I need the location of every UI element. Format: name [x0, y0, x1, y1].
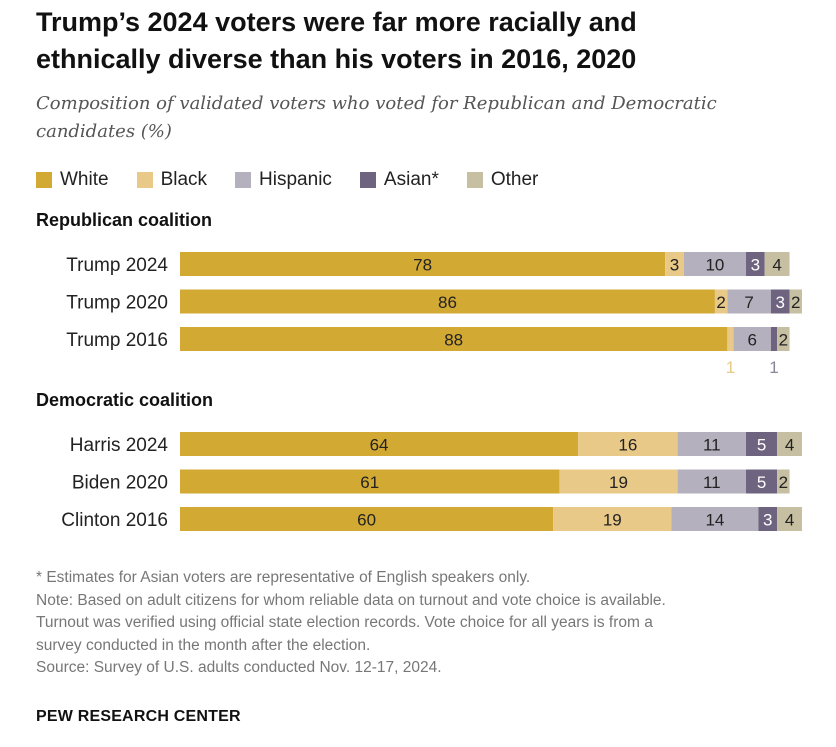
bar-segment — [677, 432, 747, 456]
subtitle-line-1: Composition of validated voters who vote… — [36, 93, 717, 114]
source-line: Source: Survey of U.S. adults conducted … — [36, 659, 442, 676]
data-label-below: 1 — [726, 358, 735, 377]
legend-label: Hispanic — [259, 169, 332, 190]
legend-swatch — [466, 172, 483, 188]
chart-subtitle: Composition of validated voters who vote… — [36, 90, 826, 146]
row-label: Trump 2020 — [66, 293, 168, 314]
legend-label: Other — [490, 169, 539, 190]
chart-legend: White Black Hispanic Asian* Other — [36, 168, 566, 192]
legend-swatch — [235, 172, 252, 188]
bar-segment — [677, 469, 747, 494]
group-heading: Republican coalition — [36, 210, 212, 230]
title-line-2: ethnically diverse than his voters in 20… — [36, 44, 637, 74]
data-label-below: 1 — [769, 358, 778, 377]
bar-segment — [180, 327, 728, 351]
data-label: 2 — [779, 331, 788, 350]
data-label: 14 — [705, 511, 724, 530]
bar-segment — [789, 289, 802, 314]
row-label: Trump 2024 — [66, 255, 168, 276]
row-label: Trump 2016 — [66, 330, 168, 351]
legend-label: White — [60, 169, 109, 190]
data-label: 10 — [705, 256, 724, 275]
note-line-3: survey conducted in the month after the … — [36, 636, 371, 654]
legend-item-3: Asian* — [359, 169, 439, 191]
bar-segment — [727, 289, 771, 314]
data-label: 4 — [772, 256, 781, 275]
subtitle-line-2: candidates (%) — [36, 121, 172, 142]
data-label: 60 — [357, 511, 376, 530]
data-label: 61 — [360, 473, 379, 492]
bar-segment — [578, 432, 678, 456]
bar-segment — [764, 252, 790, 276]
bar-segment — [180, 507, 554, 531]
legend-item-2: Hispanic — [235, 169, 332, 191]
data-label: 19 — [603, 511, 622, 530]
bar-segment — [559, 469, 678, 494]
note-line-1: Note: Based on adult citizens for whom r… — [36, 591, 666, 609]
legend-label: Asian* — [383, 169, 439, 190]
bar-segment — [180, 289, 715, 314]
bar-segment — [777, 432, 802, 456]
data-label: 3 — [763, 511, 772, 530]
data-label: 4 — [785, 511, 794, 530]
asian-footnote: * Estimates for Asian voters are represe… — [36, 569, 531, 586]
data-label: 11 — [703, 436, 721, 455]
legend-item-1: Black — [136, 169, 208, 191]
bar-segment — [553, 507, 672, 531]
legend-item-4: Other — [466, 169, 539, 191]
data-label: 3 — [775, 293, 784, 312]
data-label: 5 — [757, 473, 766, 492]
data-label: 6 — [748, 331, 757, 350]
note-line-2: Turnout was verified using official stat… — [36, 614, 653, 631]
data-label: 2 — [779, 473, 788, 492]
data-label: 4 — [785, 436, 794, 455]
footnotes: * Estimates for Asian voters are represe… — [36, 567, 828, 680]
data-label: 2 — [716, 293, 725, 312]
bar-segment — [671, 507, 759, 531]
data-label: 88 — [444, 331, 463, 350]
bar-segment — [746, 432, 778, 456]
row-label: Clinton 2016 — [61, 510, 168, 531]
bar-segment — [777, 327, 790, 351]
bar-segment — [180, 469, 560, 494]
data-label: 19 — [609, 473, 628, 492]
bar-segment — [180, 432, 579, 456]
legend-swatch — [359, 172, 376, 188]
row-label: Harris 2024 — [70, 435, 169, 456]
legend-swatch — [36, 172, 52, 188]
legend-swatch — [136, 172, 153, 188]
bar-segment — [714, 289, 728, 314]
data-label: 3 — [670, 256, 679, 275]
data-label: 5 — [757, 436, 766, 455]
bar-segment — [746, 252, 765, 276]
data-label: 3 — [751, 256, 760, 275]
bar-segment — [665, 252, 684, 276]
bar-segment — [746, 469, 778, 494]
data-label: 86 — [438, 293, 457, 312]
data-label: 2 — [791, 293, 800, 312]
legend-label: Black — [160, 169, 208, 190]
bar-segment — [770, 327, 778, 351]
bar-segment — [777, 469, 790, 494]
title-line-1: Trump’s 2024 voters were far more racial… — [36, 7, 637, 37]
data-label: 78 — [413, 256, 432, 275]
bar-segment — [770, 289, 790, 314]
bar-segment — [733, 327, 771, 351]
data-label: 64 — [370, 436, 389, 455]
bar-segment — [777, 507, 802, 531]
data-label: 16 — [618, 436, 637, 455]
data-label: 11 — [703, 473, 721, 492]
bar-segment — [727, 327, 734, 351]
bar-segment — [180, 252, 666, 276]
data-label: 7 — [744, 293, 753, 312]
bar-segment — [683, 252, 747, 276]
bar-segment — [758, 507, 778, 531]
pew-research-center-logo: PEW RESEARCH CENTER — [36, 708, 241, 725]
legend-item-0: White — [36, 169, 109, 191]
chart-title: Trump’s 2024 voters were far more racial… — [36, 4, 826, 78]
row-label: Biden 2020 — [72, 473, 168, 494]
group-heading: Democratic coalition — [36, 390, 213, 410]
